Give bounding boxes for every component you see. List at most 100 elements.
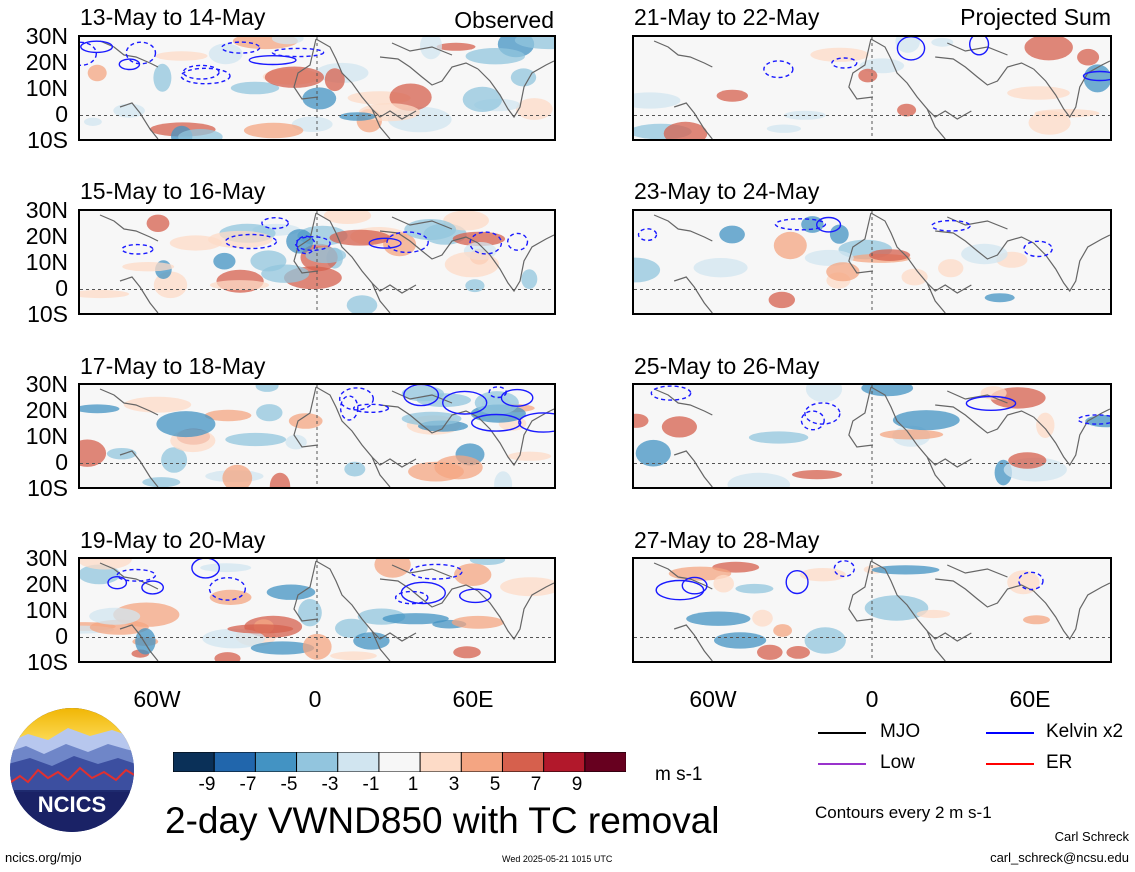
anomaly-blob (714, 632, 767, 649)
panel-title: 21-May to 22-May (634, 4, 820, 30)
anomaly-blob (329, 229, 391, 246)
anomaly-blob (465, 48, 525, 65)
anomaly-blob (227, 624, 294, 634)
lat-label: 20N (25, 49, 68, 75)
anomaly-blob (465, 279, 485, 293)
colorbar-swatch (460, 751, 504, 773)
anomaly-blob (444, 251, 499, 278)
coastline (99, 562, 159, 590)
anomaly-blob (305, 247, 347, 264)
kelvin-contour (80, 40, 114, 54)
lat-label: 30N (25, 371, 68, 397)
colorbar-swatch (378, 751, 421, 773)
colorbar-tick-label: 3 (448, 774, 460, 795)
legend-label: Low (880, 752, 915, 773)
anomaly-blob (452, 231, 506, 247)
coastline (848, 560, 874, 622)
kelvin-contour (403, 385, 440, 407)
anomaly-blob (766, 124, 801, 133)
anomaly-blob (786, 646, 810, 659)
coastline (947, 216, 1008, 230)
anomaly-blob (1024, 37, 1073, 61)
kelvin-contour (107, 576, 128, 590)
anomaly-blob (1036, 412, 1055, 438)
coastline (379, 56, 479, 86)
kelvin-contour (442, 390, 488, 415)
anomaly-blob (810, 47, 869, 62)
coastline (870, 212, 946, 313)
lon-label: 60E (1009, 686, 1051, 712)
map-panel (78, 383, 556, 489)
anomaly-blob (209, 589, 252, 605)
anomaly-blob (901, 268, 928, 286)
coastline (870, 386, 946, 487)
anomaly-blob (895, 37, 920, 53)
map-field (634, 211, 1110, 313)
kelvin-contour (271, 47, 325, 58)
kelvin-contour (339, 395, 359, 421)
anomaly-blob (773, 624, 792, 637)
lat-label: 10S (27, 301, 68, 327)
coastline (391, 564, 453, 578)
kelvin-contour (785, 570, 809, 595)
coastline (1033, 234, 1110, 293)
kelvin-contour (368, 237, 402, 249)
kelvin-contour (141, 580, 164, 595)
kelvin-contour (469, 231, 503, 255)
coastline (391, 216, 453, 230)
anomaly-blob (161, 447, 188, 473)
kelvin-contour (294, 236, 331, 252)
anomaly-blob (142, 477, 181, 487)
kelvin-contour (409, 563, 463, 580)
anomaly-blob (804, 249, 854, 266)
anomaly-blob (80, 404, 120, 414)
anomaly-blob (727, 472, 791, 487)
anomaly-blob (826, 262, 860, 282)
kelvin-contour (182, 64, 220, 80)
footer-author: Carl Schreck (1054, 829, 1129, 844)
coastline (848, 212, 874, 274)
colorbar-swatch (296, 751, 339, 773)
kelvin-contour (1018, 571, 1044, 591)
logo-text: NCICS (38, 792, 106, 817)
anomaly-blob (757, 644, 783, 660)
coastline (293, 212, 319, 274)
lon-label: 0 (865, 686, 879, 712)
kelvin-contour (180, 67, 231, 85)
kelvin-contour (339, 387, 375, 411)
colorbar-swatch (501, 751, 545, 773)
kelvin-contour (896, 37, 926, 61)
coastline (935, 230, 1034, 260)
coastline (119, 624, 159, 661)
anomaly-blob (302, 87, 337, 110)
coastline (293, 38, 319, 100)
coastline (935, 404, 1034, 434)
coastline (1033, 408, 1110, 467)
anomaly-blob (374, 559, 411, 578)
anomaly-blob (799, 568, 846, 582)
anomaly-blob (302, 633, 332, 660)
coastline (653, 388, 713, 416)
coastline (653, 562, 713, 590)
lat-label: 20N (25, 223, 68, 249)
anomaly-blob (469, 559, 506, 565)
anomaly-blob (1028, 110, 1071, 135)
anomaly-blob (178, 129, 223, 139)
coastline (653, 40, 713, 68)
anomaly-blob (420, 37, 442, 60)
anomaly-blob (204, 409, 252, 422)
anomaly-blob (256, 404, 283, 422)
legend-label: ER (1046, 752, 1073, 773)
anomaly-blob (829, 224, 849, 244)
anomaly-blob (255, 385, 279, 392)
anomaly-blob (897, 103, 917, 117)
coastline (119, 450, 159, 487)
kelvin-contour (125, 41, 157, 65)
kelvin-contour (681, 576, 708, 595)
coastline (371, 630, 417, 642)
anomaly-blob (668, 566, 732, 581)
lat-label: 0 (55, 275, 68, 301)
anomaly-blob (271, 37, 304, 45)
anomaly-blob (453, 646, 481, 659)
colorbar-tick-label: 7 (530, 774, 542, 795)
